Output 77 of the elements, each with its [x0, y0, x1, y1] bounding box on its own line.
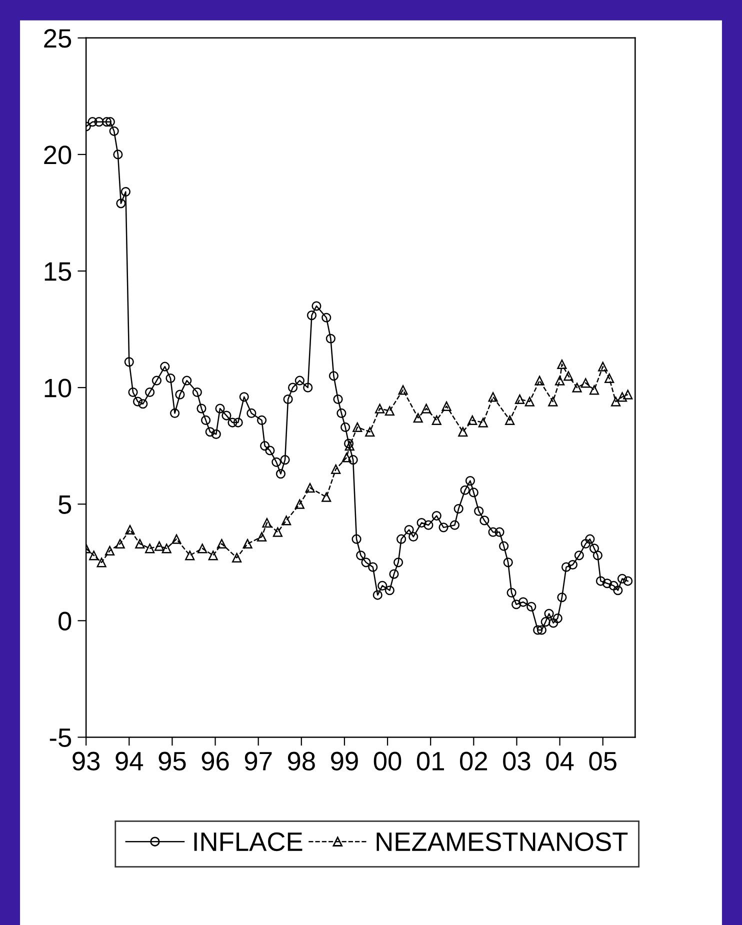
- point: [232, 552, 242, 563]
- point: [305, 483, 315, 493]
- point: [208, 550, 218, 560]
- point: [344, 441, 354, 451]
- point: [514, 394, 525, 404]
- point: [374, 404, 385, 414]
- point: [89, 550, 99, 560]
- x-tick-label: 05: [589, 752, 616, 770]
- point: [564, 371, 574, 381]
- x-tick-label: 98: [288, 752, 315, 770]
- point: [162, 544, 172, 554]
- point: [172, 534, 182, 544]
- point: [458, 427, 468, 437]
- x-tick-label: 97: [244, 752, 272, 770]
- point: [322, 492, 332, 502]
- x-tick-label: 96: [202, 752, 229, 770]
- point: [115, 538, 125, 549]
- point: [468, 415, 478, 425]
- point: [421, 404, 432, 414]
- point: [598, 362, 608, 372]
- point: [623, 390, 633, 400]
- point: [572, 382, 582, 392]
- y-tick-label: 20: [44, 146, 72, 164]
- x-tick-label: 94: [116, 752, 144, 770]
- point: [125, 524, 135, 535]
- point: [589, 385, 600, 395]
- x-tick-label: 93: [72, 752, 100, 770]
- point: [216, 538, 227, 549]
- y-tick-label: 25: [44, 29, 72, 48]
- x-tick-label: 95: [158, 752, 186, 770]
- x-tick-label: 03: [503, 752, 530, 770]
- legend-label: INFLACE: [194, 832, 302, 852]
- point: [96, 558, 106, 568]
- x-tick-label: 01: [416, 752, 444, 770]
- point: [442, 401, 452, 412]
- point: [554, 376, 565, 386]
- point: [352, 422, 362, 432]
- point: [617, 392, 628, 402]
- point: [294, 499, 304, 509]
- y-tick-label: 0: [58, 612, 72, 630]
- point: [198, 544, 208, 554]
- point: [524, 396, 534, 406]
- point: [331, 464, 341, 474]
- point: [104, 546, 115, 556]
- point: [342, 452, 352, 462]
- point: [272, 527, 283, 537]
- point: [610, 396, 621, 406]
- point: [398, 385, 408, 395]
- y-tick-label: 10: [44, 378, 72, 398]
- point: [256, 532, 267, 542]
- point: [604, 373, 614, 384]
- y-tick-label: 15: [44, 262, 72, 281]
- point: [262, 518, 272, 528]
- point: [185, 550, 195, 560]
- point: [154, 541, 164, 551]
- y-tick-label: 5: [58, 496, 72, 514]
- point: [505, 415, 515, 425]
- x-tick-label: 00: [374, 752, 402, 770]
- point: [488, 392, 498, 402]
- point: [145, 544, 155, 554]
- point: [282, 516, 292, 526]
- point: [478, 418, 488, 428]
- x-tick-label: 02: [460, 752, 488, 770]
- point: [413, 413, 423, 423]
- point: [384, 406, 394, 416]
- x-tick-label: 99: [331, 752, 358, 770]
- point: [432, 415, 442, 425]
- point: [557, 359, 567, 370]
- point: [365, 427, 375, 437]
- point: [580, 378, 590, 388]
- x-tick-label: 04: [546, 752, 574, 770]
- point: [135, 538, 145, 549]
- y-tick-label: -5: [50, 728, 72, 748]
- point: [548, 396, 558, 406]
- legend-label: NEZAMESTNANOST: [376, 832, 628, 852]
- point: [242, 538, 252, 549]
- point: [534, 376, 544, 386]
